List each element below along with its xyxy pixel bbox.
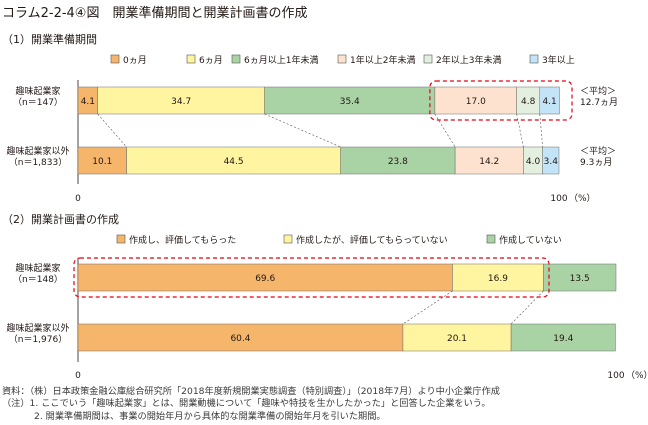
bar-segment bbox=[452, 263, 544, 292]
legend-label: 作成していない bbox=[499, 234, 562, 246]
connector-line bbox=[516, 113, 524, 148]
bar-segment bbox=[434, 86, 517, 115]
legend-swatch bbox=[116, 234, 126, 244]
data-label: 19.4 bbox=[553, 334, 573, 344]
legend-label: 1年以上2年未満 bbox=[350, 54, 415, 66]
data-label: 13.5 bbox=[570, 274, 590, 284]
legend-label: 作成し、評価してもらった bbox=[129, 234, 236, 246]
connector-line bbox=[264, 113, 341, 148]
category-label: （n＝148） bbox=[13, 274, 63, 285]
panel-title: （1）開業準備期間 bbox=[2, 32, 97, 46]
bar-segment bbox=[340, 146, 456, 175]
data-label: 34.7 bbox=[171, 97, 191, 107]
x-tick-label: 0 bbox=[75, 371, 81, 381]
legend-label: 6ヵ月以上1年未満 bbox=[244, 54, 318, 66]
data-label: 14.2 bbox=[479, 157, 499, 167]
legend-swatch bbox=[231, 54, 241, 64]
category-label: （n＝1,833） bbox=[9, 157, 67, 168]
connector-line bbox=[434, 113, 456, 148]
legend-label: 作成したが、評価してもらっていない bbox=[296, 234, 448, 246]
category-label: 趣味起業家 bbox=[15, 262, 60, 274]
legend-swatch bbox=[529, 54, 539, 64]
data-label: 23.8 bbox=[388, 157, 408, 167]
bar-segment bbox=[77, 263, 453, 292]
x-unit-label: （%） bbox=[626, 370, 648, 381]
average-note: ＜平均＞ bbox=[580, 145, 616, 157]
bar-segment bbox=[77, 323, 404, 352]
data-label: 4.0 bbox=[526, 157, 541, 167]
bar-segment bbox=[126, 146, 341, 175]
category-label: （n＝1,976） bbox=[9, 334, 67, 345]
category-label: 趣味起業家 bbox=[15, 85, 60, 97]
bar-segment bbox=[510, 323, 616, 352]
data-label: 4.1 bbox=[542, 97, 556, 107]
bar-segment bbox=[97, 86, 265, 115]
bar-segment bbox=[454, 146, 524, 175]
data-label: 4.1 bbox=[81, 97, 95, 107]
legend-swatch bbox=[486, 234, 496, 244]
x-tick-label: 100 bbox=[550, 194, 567, 204]
data-label: 16.9 bbox=[488, 274, 508, 284]
source-notes: 資料：（株）日本政策金融公庫総合研究所「2018年度新規開業実態調査（特別調査）… bbox=[2, 386, 646, 423]
panel-preparation-period: （1）開業準備期間 0ヵ月 6ヵ月 6ヵ月以上1年未満 1年以上2年未満 2年以上3年未満… bbox=[2, 32, 618, 204]
connector-line bbox=[402, 290, 453, 325]
highlight-box bbox=[73, 257, 550, 298]
panel-title: （2）開業計画書の作成 bbox=[2, 212, 119, 226]
x-unit-label: （%） bbox=[569, 193, 596, 204]
note-2: 2. 開業準備期間は、事業の開始年月から具体的な開業準備の開始年月を引いた期間。 bbox=[34, 410, 386, 422]
note-1: （注）1. ここでいう「趣味起業家」とは、開業動機について「趣味や特技を生かした… bbox=[2, 398, 491, 410]
average-note: 9.3ヵ月 bbox=[580, 157, 612, 168]
legend-label: 2年以上3年未満 bbox=[436, 54, 501, 66]
data-label: 17.0 bbox=[466, 97, 486, 107]
data-label: 44.5 bbox=[224, 157, 244, 167]
highlight-box bbox=[429, 80, 573, 121]
connector-line bbox=[97, 113, 127, 148]
connector-line bbox=[510, 290, 544, 325]
data-label: 69.6 bbox=[255, 274, 275, 284]
category-label: 趣味起業家以外 bbox=[6, 145, 69, 157]
average-note: 12.7ヵ月 bbox=[580, 97, 618, 108]
legend-swatch bbox=[337, 54, 347, 64]
legend-swatch bbox=[423, 54, 433, 64]
page-title: コラム2-2-4④図 開業準備期間と開業計画書の作成 bbox=[2, 5, 307, 21]
legend-label: 6ヵ月 bbox=[199, 55, 223, 66]
average-note: ＜平均＞ bbox=[580, 85, 616, 97]
bar-segment bbox=[539, 86, 560, 115]
category-label: （n＝147） bbox=[13, 97, 63, 108]
connector-line bbox=[539, 113, 543, 148]
data-label: 60.4 bbox=[230, 334, 250, 344]
data-label: 3.4 bbox=[544, 157, 559, 167]
category-label: 趣味起業家以外 bbox=[6, 322, 69, 334]
legend-label: 0ヵ月 bbox=[123, 55, 147, 66]
data-label: 4.8 bbox=[521, 97, 536, 107]
legend-swatch bbox=[283, 234, 293, 244]
x-tick-label: 0 bbox=[75, 194, 81, 204]
bar-segment bbox=[264, 86, 436, 115]
note-source: 資料：（株）日本政策金融公庫総合研究所「2018年度新規開業実態調査（特別調査）… bbox=[2, 386, 500, 397]
bar-segment bbox=[543, 263, 617, 292]
data-label: 35.4 bbox=[340, 97, 360, 107]
bar-segment bbox=[542, 146, 560, 175]
legend-swatch bbox=[186, 54, 196, 64]
x-tick-label: 100 bbox=[607, 371, 624, 381]
data-label: 20.1 bbox=[447, 334, 467, 344]
bar-segment bbox=[77, 146, 127, 175]
data-label: 10.1 bbox=[92, 157, 112, 167]
legend-swatch bbox=[110, 54, 120, 64]
bar-segment bbox=[402, 323, 512, 352]
legend-label: 3年以上 bbox=[542, 54, 575, 66]
